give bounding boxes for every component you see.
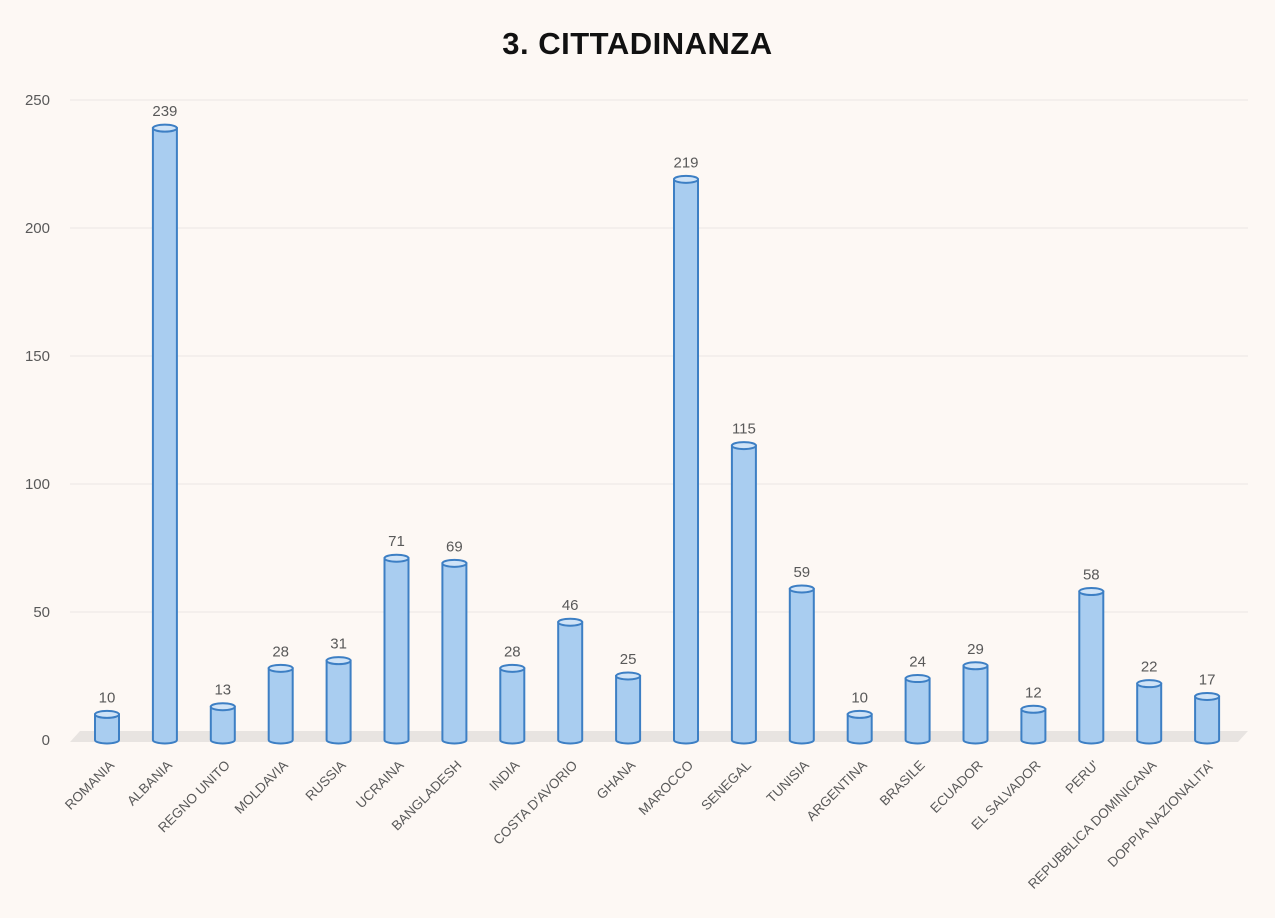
data-label: 239 bbox=[152, 103, 177, 120]
bar bbox=[383, 557, 410, 745]
x-tick-label: MOLDAVIA bbox=[232, 758, 291, 817]
bar bbox=[788, 587, 815, 745]
bar bbox=[673, 178, 699, 745]
bar-group: 31 RUSSIA bbox=[303, 636, 352, 804]
bar-group: 28 INDIA bbox=[486, 643, 526, 794]
x-tick-label: DOPPIA NAZIONALITA' bbox=[1105, 758, 1218, 871]
bar-top bbox=[788, 584, 815, 594]
bar bbox=[615, 675, 642, 745]
data-label: 59 bbox=[793, 564, 810, 581]
bar-top bbox=[1078, 587, 1105, 597]
bar-group: 28 MOLDAVIA bbox=[232, 643, 294, 817]
bar bbox=[94, 713, 120, 745]
bar-group: 59 TUNISIA bbox=[764, 564, 815, 806]
data-label: 31 bbox=[330, 636, 347, 653]
x-tick-label: ECUADOR bbox=[927, 757, 986, 816]
bar bbox=[1194, 695, 1221, 745]
bar-top bbox=[730, 441, 757, 451]
data-label: 46 bbox=[562, 597, 579, 614]
y-tick-label: 150 bbox=[25, 348, 50, 365]
data-label: 17 bbox=[1199, 671, 1216, 688]
bar bbox=[904, 677, 931, 745]
bar bbox=[1078, 590, 1105, 745]
x-tick-label: ROMANIA bbox=[62, 758, 117, 813]
bar bbox=[962, 664, 989, 745]
bar bbox=[1020, 708, 1047, 745]
bar-top bbox=[151, 123, 178, 133]
bar bbox=[151, 127, 178, 745]
bar-top bbox=[441, 558, 468, 568]
data-label: 13 bbox=[214, 682, 231, 699]
x-tick-label: TUNISIA bbox=[764, 758, 812, 806]
bar-group: 29 ECUADOR bbox=[927, 641, 989, 816]
bar-top bbox=[1136, 679, 1163, 689]
bar-top bbox=[209, 702, 236, 712]
x-tick-label: ARGENTINA bbox=[804, 758, 870, 824]
data-label: 12 bbox=[1025, 684, 1042, 701]
data-label: 25 bbox=[620, 651, 637, 668]
bar bbox=[730, 444, 757, 745]
bar-group: 25 GHANA bbox=[594, 651, 642, 803]
bar bbox=[557, 621, 584, 745]
data-label: 71 bbox=[388, 533, 405, 550]
bar bbox=[499, 667, 526, 745]
y-tick-label: 50 bbox=[33, 604, 50, 621]
data-label: 24 bbox=[909, 654, 926, 671]
bar-top bbox=[673, 174, 699, 184]
bar-group: 239 ALBANIA bbox=[124, 103, 178, 809]
x-tick-label: ALBANIA bbox=[124, 758, 175, 809]
bar-top bbox=[325, 656, 352, 666]
data-label: 28 bbox=[504, 643, 521, 660]
x-tick-label: BRASILE bbox=[877, 758, 928, 809]
data-label: 22 bbox=[1141, 659, 1158, 676]
bar-top bbox=[383, 553, 410, 563]
bar bbox=[441, 562, 468, 745]
bar bbox=[267, 667, 294, 745]
y-tick-label: 200 bbox=[25, 220, 50, 237]
bar-group: 115 SENEGAL bbox=[698, 421, 757, 813]
y-tick-label: 250 bbox=[25, 92, 50, 109]
chart-title: 3. CITTADINANZA bbox=[502, 26, 773, 61]
x-tick-label: INDIA bbox=[486, 758, 522, 794]
y-tick-label: 0 bbox=[42, 732, 50, 749]
data-label: 219 bbox=[673, 154, 698, 171]
bar-top bbox=[846, 709, 873, 719]
bar-top bbox=[904, 674, 931, 684]
bar-top bbox=[94, 709, 120, 719]
data-label: 10 bbox=[851, 689, 868, 706]
bar-group: 58 PERU' bbox=[1062, 567, 1105, 797]
bar bbox=[209, 705, 236, 745]
x-tick-label: SENEGAL bbox=[698, 757, 754, 813]
bar-top bbox=[1020, 704, 1047, 714]
x-tick-label: MAROCCO bbox=[636, 758, 696, 818]
data-label: 28 bbox=[272, 643, 289, 660]
x-tick-label: GHANA bbox=[594, 758, 639, 803]
bar bbox=[1136, 682, 1163, 745]
bar-top bbox=[499, 663, 526, 673]
bar-top bbox=[1194, 691, 1221, 701]
bar-top bbox=[962, 661, 989, 671]
bar-group: 10 ROMANIA bbox=[62, 689, 120, 813]
data-label: 58 bbox=[1083, 567, 1100, 584]
bar-top bbox=[615, 671, 642, 681]
bar-group: 71 UCRAINA bbox=[353, 533, 410, 812]
bar-group: 219 MAROCCO bbox=[636, 154, 699, 818]
data-label: 115 bbox=[732, 421, 756, 438]
bar-top bbox=[267, 663, 294, 673]
x-tick-label: PERU' bbox=[1062, 758, 1101, 797]
data-label: 10 bbox=[99, 689, 116, 706]
bar bbox=[846, 713, 873, 745]
x-tick-label: UCRAINA bbox=[353, 758, 407, 812]
data-label: 29 bbox=[967, 641, 984, 658]
data-label: 69 bbox=[446, 538, 463, 555]
bar-top bbox=[557, 617, 584, 627]
chart-floor bbox=[70, 731, 1248, 742]
x-tick-label: RUSSIA bbox=[303, 758, 349, 804]
y-tick-label: 100 bbox=[25, 476, 50, 493]
bar bbox=[325, 659, 352, 745]
